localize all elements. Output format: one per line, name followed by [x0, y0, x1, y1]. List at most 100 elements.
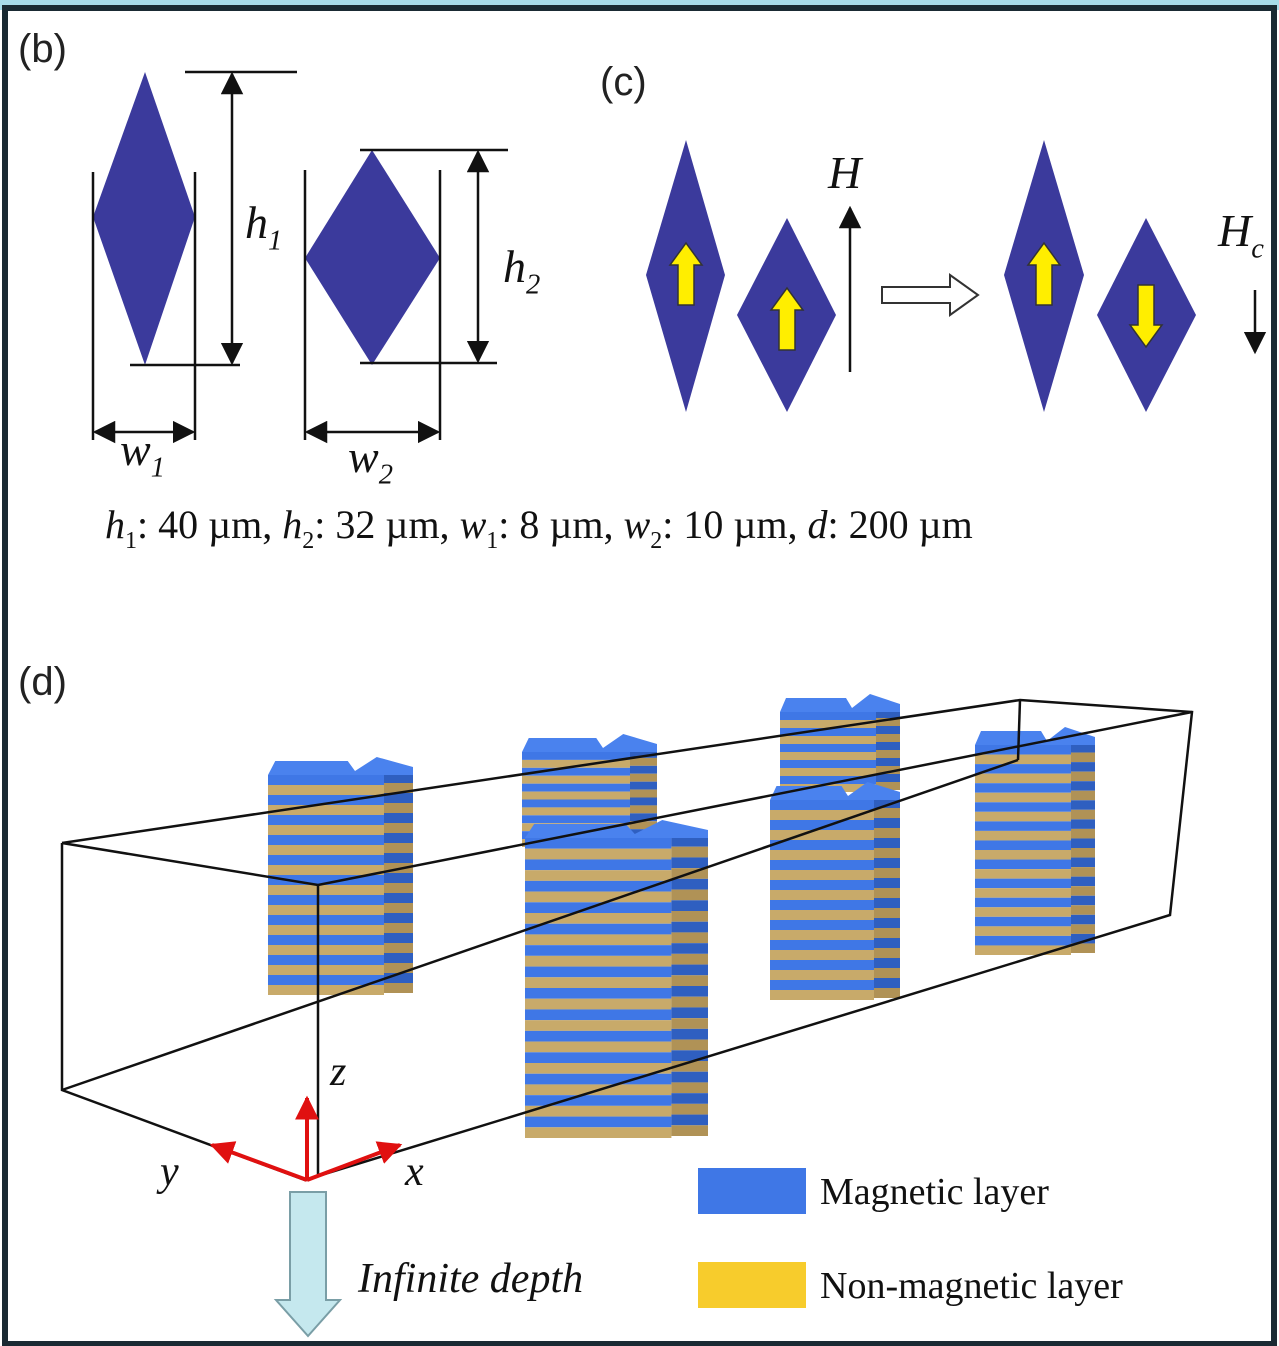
layer	[268, 845, 384, 855]
symbol: H	[1217, 205, 1254, 256]
layer	[671, 857, 708, 868]
layer	[975, 840, 1071, 850]
layer	[671, 1125, 708, 1136]
layer	[671, 986, 708, 997]
panel-label: (c)	[600, 60, 647, 104]
layer	[975, 821, 1071, 831]
layer	[876, 758, 900, 766]
caption: h1: 40 µm, h2: 32 µm, w1: 8 µm, w2: 10 µ…	[105, 502, 973, 554]
layer	[874, 938, 900, 948]
caption-segment: 2	[650, 528, 662, 554]
layer	[770, 800, 874, 810]
layer	[268, 915, 384, 925]
layer	[975, 755, 1071, 765]
layer	[671, 1082, 708, 1093]
caption-segment: : 200 µm	[828, 502, 973, 547]
layer	[1071, 810, 1095, 820]
layer	[525, 1052, 671, 1063]
layer	[874, 888, 900, 898]
layer	[1071, 791, 1095, 801]
layer	[525, 1020, 671, 1031]
layer	[874, 848, 900, 858]
layer	[874, 918, 900, 928]
layer	[671, 997, 708, 1008]
layer	[671, 1104, 708, 1115]
layer	[384, 953, 413, 963]
layer	[770, 890, 874, 900]
layer	[876, 726, 900, 734]
layer	[522, 815, 630, 823]
panel-label: (b)	[18, 27, 67, 71]
layer	[268, 865, 384, 875]
layer	[1071, 753, 1095, 763]
symbol: h	[245, 197, 268, 248]
legend-label: Non-magnetic layer	[820, 1265, 1123, 1307]
layer	[522, 807, 630, 815]
layer	[525, 1042, 671, 1053]
layer	[780, 760, 876, 768]
layer	[525, 1117, 671, 1128]
layer	[671, 1029, 708, 1040]
caption-segment: 1	[486, 528, 498, 554]
layer	[671, 911, 708, 922]
layer	[671, 879, 708, 890]
layer	[671, 1040, 708, 1051]
layer	[874, 958, 900, 968]
layer	[1071, 819, 1095, 829]
layer	[975, 793, 1071, 803]
layer	[525, 849, 671, 860]
caption-segment: 2	[302, 528, 314, 554]
layer	[384, 873, 413, 883]
layer	[630, 805, 657, 813]
layer	[874, 818, 900, 828]
layer	[1071, 877, 1095, 887]
layer	[975, 879, 1071, 889]
layer	[671, 932, 708, 943]
layer	[770, 940, 874, 950]
background	[0, 0, 1279, 1346]
layer	[268, 835, 384, 845]
caption-segment: : 32 µm,	[314, 502, 459, 547]
layer	[525, 1031, 671, 1042]
caption-segment: w	[460, 502, 487, 547]
layer	[770, 980, 874, 990]
legend-label: Magnetic layer	[820, 1171, 1049, 1213]
layer	[780, 752, 876, 760]
layer	[268, 955, 384, 965]
layer	[975, 774, 1071, 784]
layer	[525, 956, 671, 967]
layer-stack	[770, 782, 900, 1000]
layer	[876, 774, 900, 782]
layer	[384, 883, 413, 893]
layer	[630, 798, 657, 806]
layer	[975, 860, 1071, 870]
layer	[268, 985, 384, 995]
layer	[1071, 924, 1095, 934]
layer	[1071, 886, 1095, 896]
layer	[671, 1115, 708, 1126]
layer	[1071, 858, 1095, 868]
caption-segment: d	[808, 502, 829, 547]
layer	[874, 868, 900, 878]
layer	[525, 988, 671, 999]
layer	[780, 736, 876, 744]
layer	[384, 843, 413, 853]
layer	[630, 790, 657, 798]
layer	[975, 802, 1071, 812]
layer	[975, 831, 1071, 841]
layer	[874, 948, 900, 958]
layer	[630, 758, 657, 766]
layer	[770, 950, 874, 960]
layer	[384, 803, 413, 813]
legend-swatch	[698, 1262, 806, 1308]
layer	[671, 1093, 708, 1104]
symbol-label: H	[827, 147, 864, 198]
layer	[780, 768, 876, 776]
layer	[671, 922, 708, 933]
layer	[1071, 829, 1095, 839]
layer	[874, 858, 900, 868]
layer	[975, 898, 1071, 908]
subscript: 2	[379, 460, 393, 491]
layer	[671, 954, 708, 965]
layer	[384, 813, 413, 823]
